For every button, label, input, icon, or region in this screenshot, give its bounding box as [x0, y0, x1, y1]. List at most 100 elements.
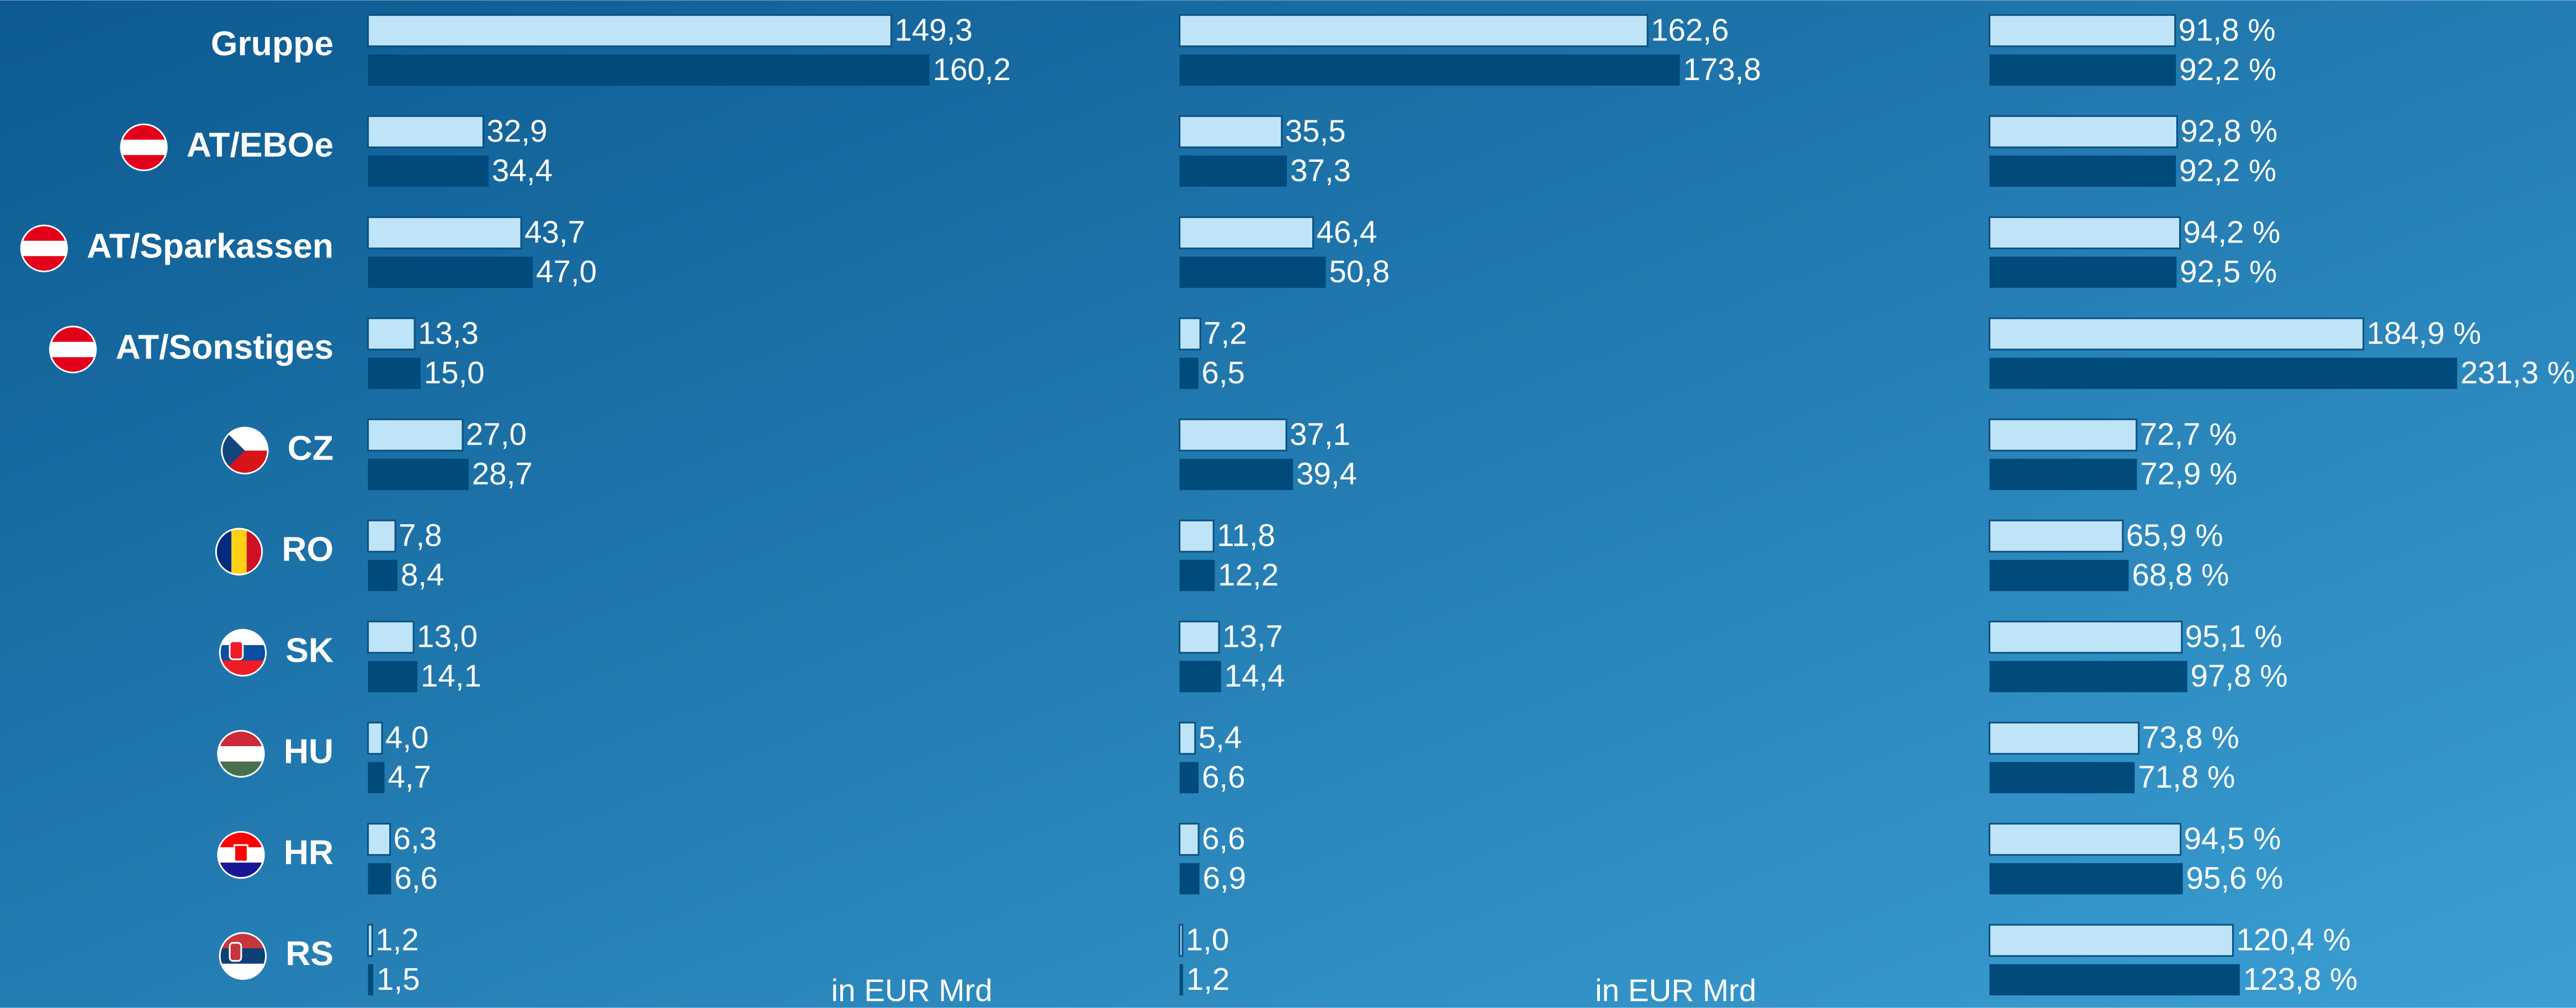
flag-shield [229, 942, 242, 962]
flag-stripe [120, 139, 167, 156]
bar [368, 863, 391, 895]
bar [367, 721, 383, 755]
value-label: 34,4 [492, 153, 553, 188]
bar [1989, 923, 2234, 957]
value-label: 68,8 % [2132, 557, 2229, 592]
bar [1179, 317, 1201, 351]
bar [367, 216, 522, 250]
value-label: 71,8 % [2138, 759, 2235, 794]
bar [1989, 115, 2179, 149]
value-label: 11,8 [1217, 518, 1275, 552]
value-label: 73,8 % [2142, 720, 2239, 754]
value-label: 91,8 % [2179, 12, 2276, 47]
flag-stripe [220, 948, 266, 965]
bar [1989, 458, 2137, 490]
bar [1179, 357, 1199, 389]
value-label: 6,6 [1202, 821, 1245, 856]
bar [368, 256, 533, 288]
bar [1179, 661, 1221, 693]
axis-label: in EUR Mrd [831, 973, 993, 1008]
value-label: 160,2 [933, 52, 1011, 87]
bar [368, 762, 385, 794]
value-label: 37,1 [1290, 416, 1350, 451]
value-label: 28,7 [472, 456, 533, 491]
value-label: 6,3 [394, 821, 437, 856]
flag-border [49, 325, 97, 373]
category-label: RS [285, 934, 333, 973]
value-label: 6,6 [394, 861, 438, 895]
bar [1179, 216, 1314, 250]
value-label: 8,4 [401, 557, 444, 592]
bar [367, 317, 416, 351]
value-label: 94,2 % [2183, 214, 2281, 249]
bar [368, 155, 489, 187]
bar [1989, 661, 2187, 693]
bar [1179, 418, 1287, 452]
bar [1179, 458, 1293, 490]
bar [1989, 317, 2365, 351]
bar [1179, 256, 1326, 288]
bar [1989, 762, 2135, 794]
value-label: 95,1 % [2185, 619, 2282, 653]
value-label: 1,0 [1186, 922, 1229, 957]
value-label: 50,8 [1329, 254, 1390, 289]
bar [1989, 620, 2183, 654]
value-label: 92,2 % [2179, 153, 2276, 188]
value-label: 65,9 % [2126, 518, 2223, 552]
value-label: 231,3 % [2461, 355, 2575, 390]
bar [1179, 923, 1184, 957]
flag-triangle [221, 428, 245, 474]
value-label: 173,8 [1683, 52, 1761, 87]
value-label: 32,9 [486, 113, 547, 148]
value-label: 5,4 [1199, 720, 1242, 754]
flag-border [217, 831, 265, 879]
value-label: 6,9 [1203, 861, 1247, 895]
category-label: AT/Sonstiges [115, 328, 333, 366]
bar [368, 458, 469, 490]
bar [1989, 863, 2183, 895]
flag-stripe [21, 240, 67, 257]
flag-border [215, 527, 263, 576]
bar [1179, 14, 1649, 48]
bar [1179, 762, 1199, 794]
flag [218, 832, 264, 878]
value-label: 37,3 [1290, 153, 1351, 188]
value-label: 15,0 [424, 355, 485, 390]
value-label: 1,2 [375, 922, 419, 957]
value-label: 162,6 [1651, 12, 1729, 47]
flag-border [120, 123, 168, 171]
bar [1989, 418, 2138, 452]
category-label: HU [284, 732, 333, 770]
value-label: 46,4 [1316, 214, 1377, 249]
bar [1179, 964, 1183, 996]
flag-shield [229, 640, 244, 661]
value-label: 4,0 [385, 720, 429, 754]
flag-stripe [50, 341, 96, 358]
value-label: 4,7 [388, 759, 431, 794]
bar [1989, 721, 2140, 755]
value-label: 47,0 [536, 254, 597, 289]
bar [1989, 216, 2181, 250]
value-label: 12,2 [1218, 557, 1279, 592]
bar [1179, 155, 1287, 187]
value-label: 14,4 [1225, 658, 1285, 693]
bar [368, 357, 421, 389]
flag-stripe [231, 529, 248, 575]
bar [1989, 560, 2129, 592]
bar [1179, 721, 1196, 755]
flag-border [20, 224, 68, 272]
value-label: 13,7 [1222, 619, 1283, 653]
category-label: Gruppe [211, 24, 333, 63]
flag-border [219, 629, 267, 677]
value-label: 184,9 % [2367, 315, 2481, 350]
value-label: 27,0 [466, 416, 527, 451]
value-label: 43,7 [524, 214, 585, 249]
flag-shield [234, 844, 248, 863]
bar [367, 418, 464, 452]
value-label: 13,3 [418, 315, 479, 350]
value-label: 6,6 [1202, 759, 1245, 794]
flag-border [219, 932, 267, 980]
value-label: 7,8 [399, 518, 442, 552]
value-label: 97,8 % [2191, 658, 2288, 693]
